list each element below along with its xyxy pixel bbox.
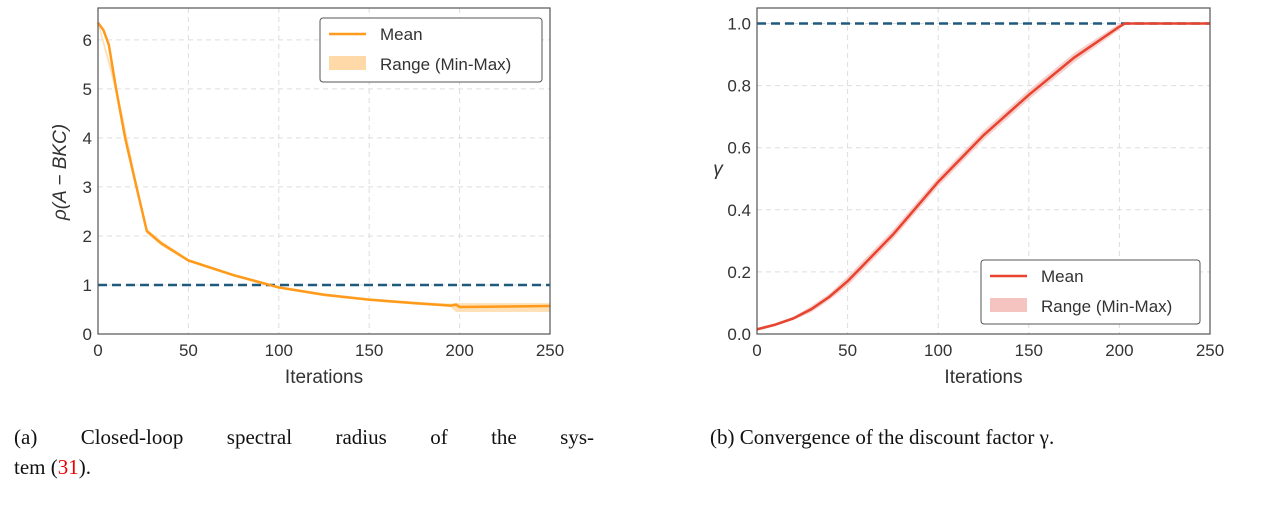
y-tick-label: 0.8 xyxy=(727,77,751,96)
mean-line xyxy=(756,22,1210,331)
caption-a-end: ). xyxy=(78,455,91,479)
y-tick-label: 1 xyxy=(83,276,92,295)
caption-a: (a) Closed-loop spectral radius of the s… xyxy=(14,422,594,452)
y-axis-label: γ xyxy=(713,159,724,180)
x-tick-label: 100 xyxy=(265,341,293,360)
legend-range-label: Range (Min-Max) xyxy=(1041,297,1172,316)
x-axis-label: Iterations xyxy=(285,367,363,388)
y-tick-label: 0.6 xyxy=(727,139,751,158)
chart-a: 0 50 100 150 200 250 0 1 2 3 4 5 6 Iterations ρ(A − BK… xyxy=(50,7,564,388)
x-tick-label: 150 xyxy=(355,341,383,360)
figure-charts: 0 50 100 150 200 250 0 1 2 3 4 5 6 Iterations ρ(A − BK… xyxy=(50,7,1224,388)
y-axis-label: ρ(A − BKC) xyxy=(50,124,71,221)
legend-mean-label: Mean xyxy=(380,25,423,44)
caption-a-line2: tem (31). xyxy=(14,452,91,482)
x-tick-label: 200 xyxy=(445,341,473,360)
caption-a-line1: (a) Closed-loop spectral radius of the s… xyxy=(14,425,594,449)
range-band xyxy=(757,23,1210,331)
axes-frame xyxy=(756,7,1211,335)
legend-range-swatch xyxy=(990,298,1027,312)
caption-a-text: tem ( xyxy=(14,455,58,479)
legend-range-label: Range (Min-Max) xyxy=(380,55,511,74)
legend-range-swatch xyxy=(329,56,366,70)
legend-mean-label: Mean xyxy=(1041,267,1084,286)
y-tick-label: 6 xyxy=(83,31,92,50)
x-tick-label: 50 xyxy=(838,341,857,360)
x-tick-label: 200 xyxy=(1105,341,1133,360)
x-axis-label: Iterations xyxy=(944,367,1022,388)
y-tick-label: 0 xyxy=(83,325,92,344)
legend-box xyxy=(980,259,1201,325)
y-tick-label: 4 xyxy=(83,129,92,148)
legend-box xyxy=(319,17,543,83)
x-tick-label: 150 xyxy=(1015,341,1043,360)
y-tick-label: 0.4 xyxy=(727,201,751,220)
x-tick-label: 0 xyxy=(93,341,102,360)
y-tick-label: 5 xyxy=(83,80,92,99)
x-tick-label: 50 xyxy=(179,341,198,360)
caption-b: (b) Convergence of the discount factor γ… xyxy=(710,425,1055,449)
y-tick-label: 0.0 xyxy=(727,325,751,344)
x-tick-label: 100 xyxy=(924,341,952,360)
equation-ref-link[interactable]: 31 xyxy=(57,455,79,479)
y-tick-label: 3 xyxy=(83,178,92,197)
y-tick-label: 1.0 xyxy=(727,15,751,34)
mean-line xyxy=(96,21,551,309)
y-tick-label: 0.2 xyxy=(727,263,751,282)
axes-frame xyxy=(97,7,551,335)
chart-b: 0 50 100 150 200 250 0.0 0.2 0.4 0.6 0.8 1.0 Iterati… xyxy=(713,7,1224,388)
x-tick-label: 0 xyxy=(752,341,761,360)
x-tick-label: 250 xyxy=(536,341,564,360)
y-tick-label: 2 xyxy=(83,227,92,246)
x-tick-label: 250 xyxy=(1196,341,1224,360)
